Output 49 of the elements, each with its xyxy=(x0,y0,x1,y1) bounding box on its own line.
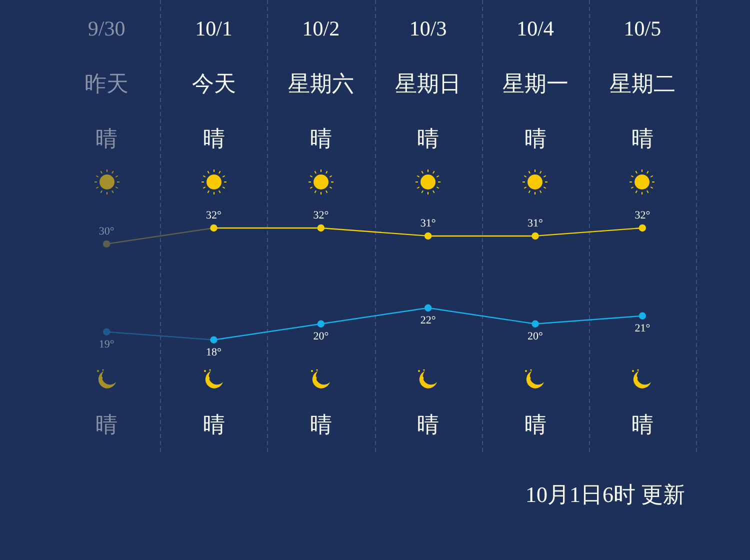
text: 今天 xyxy=(192,70,236,98)
text: 晴 xyxy=(96,411,118,439)
point xyxy=(317,224,325,232)
data-label: 20° xyxy=(313,330,329,342)
point xyxy=(424,232,432,240)
x-tick-label: 10/4 xyxy=(516,16,554,42)
text: 晴 xyxy=(96,125,118,153)
text: 10月1日6时 更新 xyxy=(526,481,685,509)
x-tick-label: 10/3 xyxy=(409,16,447,42)
text: 晴 xyxy=(524,411,546,439)
x-tick-label: 10/5 xyxy=(624,16,662,42)
data-label: 31° xyxy=(420,217,436,230)
point xyxy=(532,320,539,328)
text: 星期二 xyxy=(609,70,676,98)
text: 晴 xyxy=(202,411,225,439)
point xyxy=(102,328,110,336)
data-label: 32° xyxy=(206,209,222,222)
x-tick-label: 10/1 xyxy=(195,16,232,42)
point xyxy=(317,320,325,328)
text: 星期六 xyxy=(288,70,354,98)
text: 星期一 xyxy=(502,70,568,98)
point xyxy=(210,224,218,232)
data-label: 18° xyxy=(206,346,222,358)
text: 晴 xyxy=(202,125,225,153)
x-tick-label: 10/2 xyxy=(302,16,340,42)
text: 晴 xyxy=(310,411,332,439)
text: 晴 xyxy=(417,125,440,153)
data-label: 32° xyxy=(313,209,329,222)
point xyxy=(638,312,646,320)
data-label: 20° xyxy=(528,330,543,342)
x-tick-label: 9/30 xyxy=(88,16,126,42)
text: 晴 xyxy=(631,411,654,439)
point xyxy=(638,224,646,232)
data-label: 19° xyxy=(98,338,114,350)
text: 晴 xyxy=(631,125,654,153)
text: 晴 xyxy=(524,125,546,153)
text: 昨天 xyxy=(84,70,129,98)
data-label: 31° xyxy=(528,217,543,230)
data-label: 21° xyxy=(634,322,650,334)
text: 晴 xyxy=(310,125,332,153)
point xyxy=(532,232,539,240)
text: 晴 xyxy=(417,411,440,439)
text: 星期日 xyxy=(395,70,462,98)
point xyxy=(102,240,110,248)
data-label: 22° xyxy=(420,314,436,326)
point xyxy=(424,304,432,312)
data-label: 30° xyxy=(98,225,114,238)
data-label: 32° xyxy=(634,209,650,222)
point xyxy=(210,336,218,344)
